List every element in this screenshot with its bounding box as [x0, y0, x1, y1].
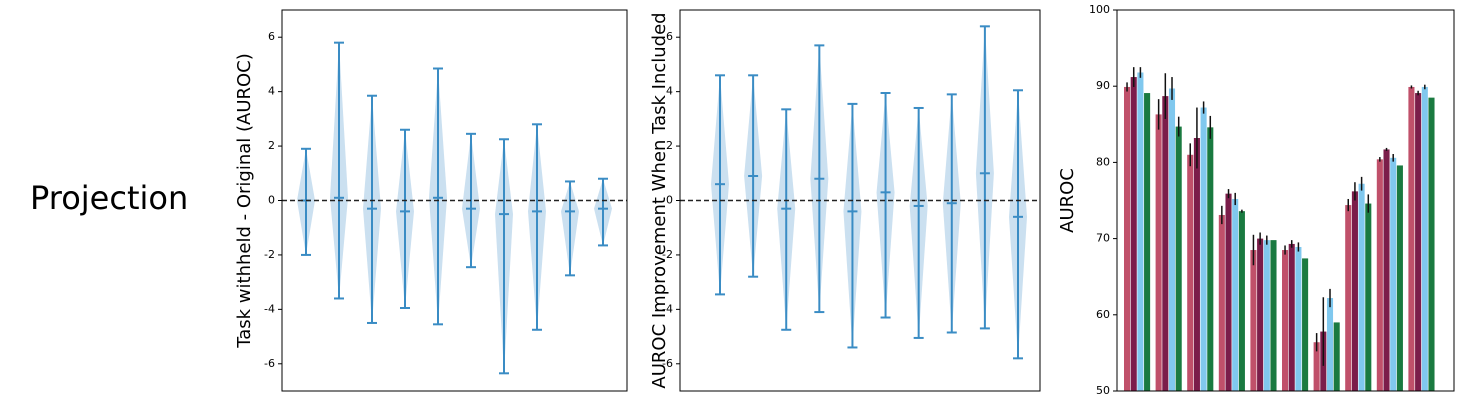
y-tick-label: 70: [1096, 232, 1110, 245]
y-tick-label: 6: [666, 30, 673, 43]
y-axis-label: Task withheld - Original (AUROC): [234, 53, 255, 349]
bar: [1408, 86, 1415, 391]
bar: [1168, 88, 1176, 392]
bar: [1207, 127, 1214, 392]
y-tick-label: -2: [264, 248, 275, 261]
bar: [1295, 246, 1302, 391]
y-tick-label: 90: [1096, 79, 1110, 92]
bar: [1376, 159, 1383, 391]
y-tick-label: 80: [1096, 155, 1110, 168]
plot-frame: [679, 9, 1041, 392]
bar: [1144, 93, 1151, 392]
y-tick-label: -2: [662, 248, 673, 261]
y-tick-label: 2: [666, 139, 673, 152]
y-tick-label: 0: [268, 194, 275, 207]
bar: [1390, 157, 1397, 391]
y-tick-label: 6: [268, 30, 275, 43]
y-axis-label: AUROC Improvement When Task Included: [649, 12, 670, 388]
y-tick-label: -4: [662, 302, 673, 315]
y-tick-label: 2: [268, 139, 275, 152]
y-tick-label: -6: [264, 357, 275, 370]
bar: [1282, 250, 1289, 391]
bar: [1313, 342, 1320, 391]
bar: [1333, 322, 1340, 391]
bar: [1270, 240, 1277, 391]
y-tick-label: -6: [662, 357, 673, 370]
bar: [1263, 240, 1270, 391]
bar: [1383, 149, 1390, 391]
bar: [1428, 97, 1435, 391]
bar: [1351, 191, 1358, 391]
y-tick-label: 100: [1089, 3, 1110, 16]
bar: [1358, 183, 1365, 391]
bar: [1345, 205, 1352, 391]
y-tick-label: 60: [1096, 308, 1110, 321]
bar: [1124, 86, 1131, 391]
y-tick-label: 0: [666, 194, 673, 207]
y-axis-label: AUROC: [1057, 168, 1078, 233]
bar: [1365, 203, 1372, 391]
bar: [1250, 250, 1257, 391]
bar: [1225, 193, 1232, 391]
bar: [1288, 243, 1295, 391]
y-tick-label: 4: [268, 85, 275, 98]
bar: [1218, 214, 1225, 391]
bar: [1257, 238, 1264, 391]
bar: [1232, 198, 1239, 391]
y-tick-label: 4: [666, 85, 673, 98]
bar: [1326, 298, 1334, 391]
bar: [1187, 154, 1194, 391]
row-label: Projection: [30, 179, 188, 217]
y-tick-label: -4: [264, 302, 275, 315]
y-tick-label: 50: [1096, 384, 1110, 397]
bar: [1421, 86, 1428, 391]
bar: [1155, 114, 1162, 392]
bar: [1130, 77, 1137, 391]
bar: [1137, 72, 1144, 391]
bar: [1200, 107, 1207, 391]
bar: [1162, 96, 1169, 391]
plot-frame: [1116, 9, 1455, 392]
plot-frame: [281, 9, 628, 392]
bar: [1193, 138, 1200, 391]
bar: [1415, 93, 1422, 392]
bar: [1302, 258, 1309, 391]
bar: [1175, 126, 1182, 391]
bar: [1396, 165, 1403, 391]
bar: [1238, 211, 1245, 391]
